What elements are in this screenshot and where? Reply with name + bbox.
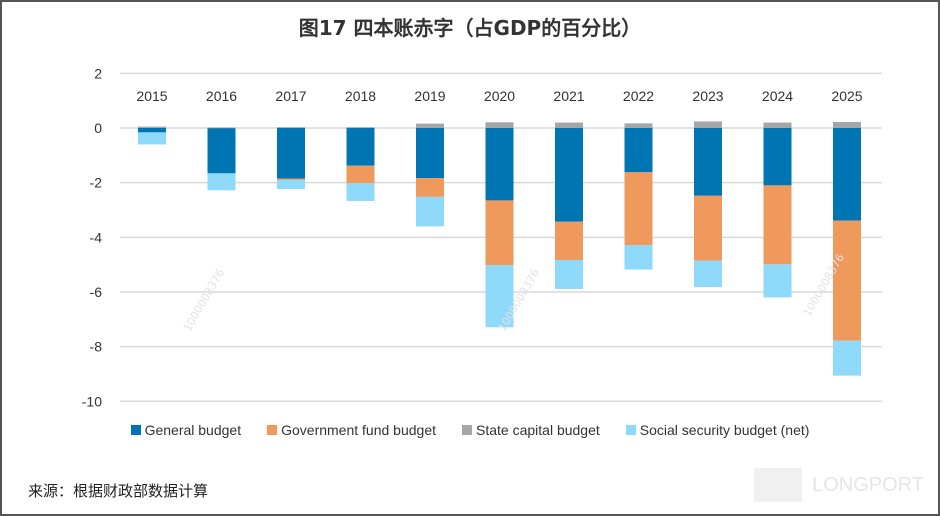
watermark-id: 1000008376 [181,267,227,334]
x-tick-label: 2025 [831,88,862,104]
x-tick-label: 2020 [484,88,515,104]
legend-label: Government fund budget [281,422,436,438]
y-tick-label: -4 [90,229,103,245]
chart-plot: 2 0 -2 -4 -6 -8 -10 2015 2016 2017 2018 2019 2020 202… [82,65,882,409]
bar-state-capital-budget-2016 [207,127,236,129]
bar-general-budget-2021 [555,128,583,222]
bar-general-budget-2020 [485,128,514,201]
bar-social-security-budget-net-2025 [833,340,861,376]
source-note: 来源：根据财政部数据计算 [28,482,209,500]
legend: General budget Government fund budget Stat… [2,422,938,438]
chart-title: 图17 四本账赤字（占GDP的百分比） [298,16,642,40]
x-tick-label: 2018 [345,88,376,104]
legend-swatch [462,425,472,435]
bar-social-security-budget-net-2024 [763,264,792,298]
x-tick-label: 2021 [553,88,584,104]
bar-state-capital-budget-2019 [416,123,444,128]
bar-social-security-budget-net-2018 [346,183,375,201]
legend-label: State capital budget [476,422,600,438]
logo-text: LONGPORT [812,473,924,496]
x-tick-label: 2022 [623,88,654,104]
bar-state-capital-budget-2018 [346,127,375,128]
legend-label: General budget [144,422,242,438]
longport-watermark-logo: LONGPORT [754,468,924,502]
legend-item: Social security budget (net) [625,422,810,438]
x-tick-label: 2024 [762,88,793,104]
bar-general-budget-2022 [624,128,653,173]
y-tick-label: 2 [94,65,102,81]
legend-swatch [267,425,278,435]
bar-general-budget-2025 [833,128,861,221]
bar-social-security-budget-net-2017 [277,179,305,189]
bar-general-budget-2015 [138,128,166,133]
bar-general-budget-2016 [207,128,236,174]
legend-swatch [625,425,636,435]
bar-state-capital-budget-2023 [694,121,722,128]
bar-general-budget-2023 [694,128,722,196]
x-tick-label: 2023 [692,88,723,104]
x-tick-label: 2015 [136,88,167,104]
legend-swatch [130,425,141,435]
bar-state-capital-budget-2025 [833,121,861,128]
bar-social-security-budget-net-2022 [624,244,653,270]
bar-general-budget-2019 [416,128,444,179]
bar-government-fund-budget-2025 [833,220,861,341]
bar-general-budget-2018 [346,128,375,166]
y-tick-label: -10 [82,393,102,409]
bar-state-capital-budget-2017 [277,127,305,128]
bar-social-security-budget-net-2016 [207,173,236,191]
x-tick-label: 2019 [414,88,445,104]
x-tick-label: 2017 [275,88,306,104]
legend-item: Government fund budget [267,422,436,438]
bar-state-capital-budget-2024 [763,122,792,128]
bar-state-capital-budget-2022 [624,123,653,128]
bar-state-capital-budget-2021 [555,122,583,128]
y-tick-label: -6 [90,284,103,300]
bar-government-fund-budget-2020 [485,200,514,266]
bar-social-security-budget-net-2020 [485,265,514,328]
y-tick-label: -2 [90,175,103,191]
bar-government-fund-budget-2019 [416,178,444,197]
bar-social-security-budget-net-2023 [694,260,722,288]
legend-item: General budget [130,422,242,438]
bar-state-capital-budget-2020 [485,122,514,128]
bar-social-security-budget-net-2021 [555,260,583,289]
bar-government-fund-budget-2017 [277,178,305,180]
legend-item: State capital budget [462,422,600,438]
bar-general-budget-2024 [763,128,792,186]
bar-government-fund-budget-2022 [624,172,653,245]
bar-general-budget-2017 [277,128,305,179]
bar-government-fund-budget-2023 [694,195,722,261]
bar-social-security-budget-net-2015 [138,132,166,145]
bar-government-fund-budget-2024 [763,185,792,265]
bar-government-fund-budget-2021 [555,221,583,261]
y-tick-label: 0 [94,120,102,136]
x-tick-label: 2016 [206,88,237,104]
bar-government-fund-budget-2018 [346,165,375,184]
y-tick-label: -8 [90,339,103,355]
bar-social-security-budget-net-2019 [416,196,444,227]
bar-state-capital-budget-2015 [138,126,166,128]
legend-label: Social security budget (net) [639,422,810,438]
